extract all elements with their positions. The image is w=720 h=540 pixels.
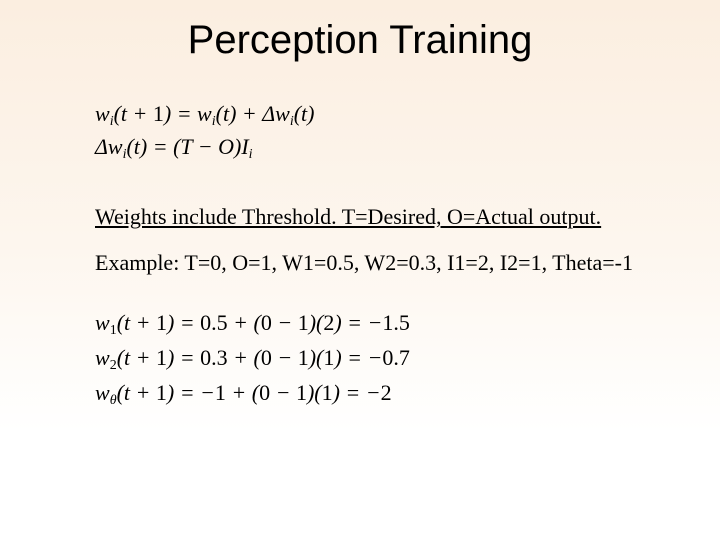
- worked-example-block: w1(t + 1) = 0.5 + (0 − 1)(2) = −1.5 w2(t…: [95, 306, 680, 411]
- worked-w1: w1(t + 1) = 0.5 + (0 − 1)(2) = −1.5: [95, 306, 680, 341]
- slide-content: wi(t + 1) = wi(t) + Δwi(t) Δwi(t) = (T −…: [0, 99, 720, 411]
- description-text: Weights include Threshold. T=Desired, O=…: [95, 204, 680, 230]
- worked-w2: w2(t + 1) = 0.3 + (0 − 1)(1) = −0.7: [95, 341, 680, 376]
- worked-wtheta: wθ(t + 1) = −1 + (0 − 1)(1) = −2: [95, 376, 680, 411]
- equation-1: wi(t + 1) = wi(t) + Δwi(t): [95, 99, 680, 132]
- equation-2: Δwi(t) = (T − O)Ii: [95, 132, 680, 165]
- example-setup: Example: T=0, O=1, W1=0.5, W2=0.3, I1=2,…: [95, 250, 680, 276]
- equation-block: wi(t + 1) = wi(t) + Δwi(t) Δwi(t) = (T −…: [95, 99, 680, 164]
- slide-title: Perception Training: [0, 0, 720, 73]
